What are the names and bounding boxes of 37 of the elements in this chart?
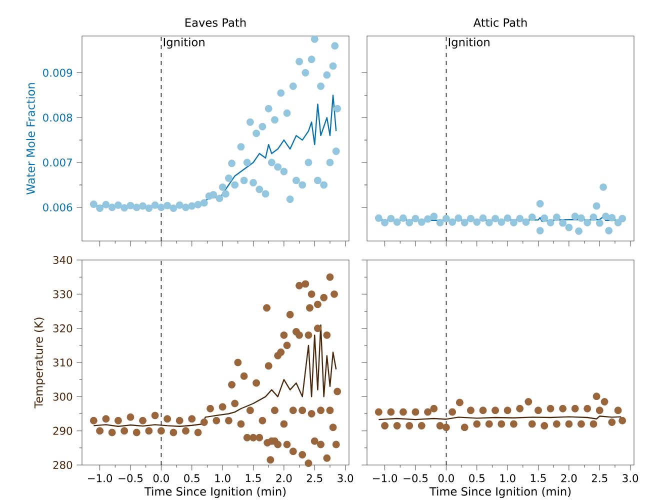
y-tick-label: 0.006 — [43, 203, 72, 212]
y-tick-label: 0.008 — [43, 114, 72, 122]
x-tick-label: 3.0 — [338, 474, 354, 482]
ref-line-label: Ignition — [164, 38, 204, 49]
x-tick-label: 0.0 — [438, 474, 454, 482]
x-tick-label: 0.0 — [153, 474, 169, 482]
x-tick-label: 1.0 — [215, 474, 230, 482]
x-tick-label: 2.0 — [561, 474, 577, 482]
x-tick-label: −0.5 — [118, 474, 143, 482]
y-tick-label: 280 — [53, 460, 72, 470]
y-tick-label: 0.009 — [43, 68, 72, 77]
y-tick-label: 310 — [53, 358, 72, 367]
y-tick-label: 0.007 — [43, 158, 72, 167]
x-tick-label: −1.0 — [88, 474, 112, 482]
x-tick-label: 1.5 — [246, 474, 261, 482]
x-tick-label: −0.5 — [404, 474, 428, 482]
x-tick-label: 1.5 — [530, 474, 546, 482]
y-tick-label: 340 — [53, 256, 72, 264]
x-tick-label: 2.5 — [306, 474, 322, 482]
y-axis-title: Temperature (K) — [34, 318, 46, 408]
y-axis-title: Water Mole Fraction — [26, 83, 35, 195]
chart-title: Attic Path — [473, 18, 527, 27]
x-tick-label: 2.5 — [592, 474, 608, 482]
x-tick-label: 2.0 — [276, 474, 292, 482]
y-tick-label: 290 — [53, 426, 72, 435]
x-axis-title: Time Since Ignition (min) — [144, 486, 286, 498]
x-tick-label: 0.5 — [184, 474, 200, 482]
y-tick-label: 300 — [53, 392, 72, 401]
x-tick-label: 0.5 — [469, 474, 484, 482]
x-tick-label: −1.0 — [372, 474, 398, 482]
x-tick-label: 3.0 — [622, 474, 638, 482]
x-tick-label: 1.0 — [500, 474, 516, 482]
y-tick-label: 320 — [53, 324, 72, 332]
ref-line-label: Ignition — [448, 38, 490, 49]
chart-title: Eaves Path — [186, 18, 246, 27]
y-tick-label: 330 — [53, 290, 72, 298]
x-axis-title: Time Since Ignition (min) — [429, 486, 571, 498]
